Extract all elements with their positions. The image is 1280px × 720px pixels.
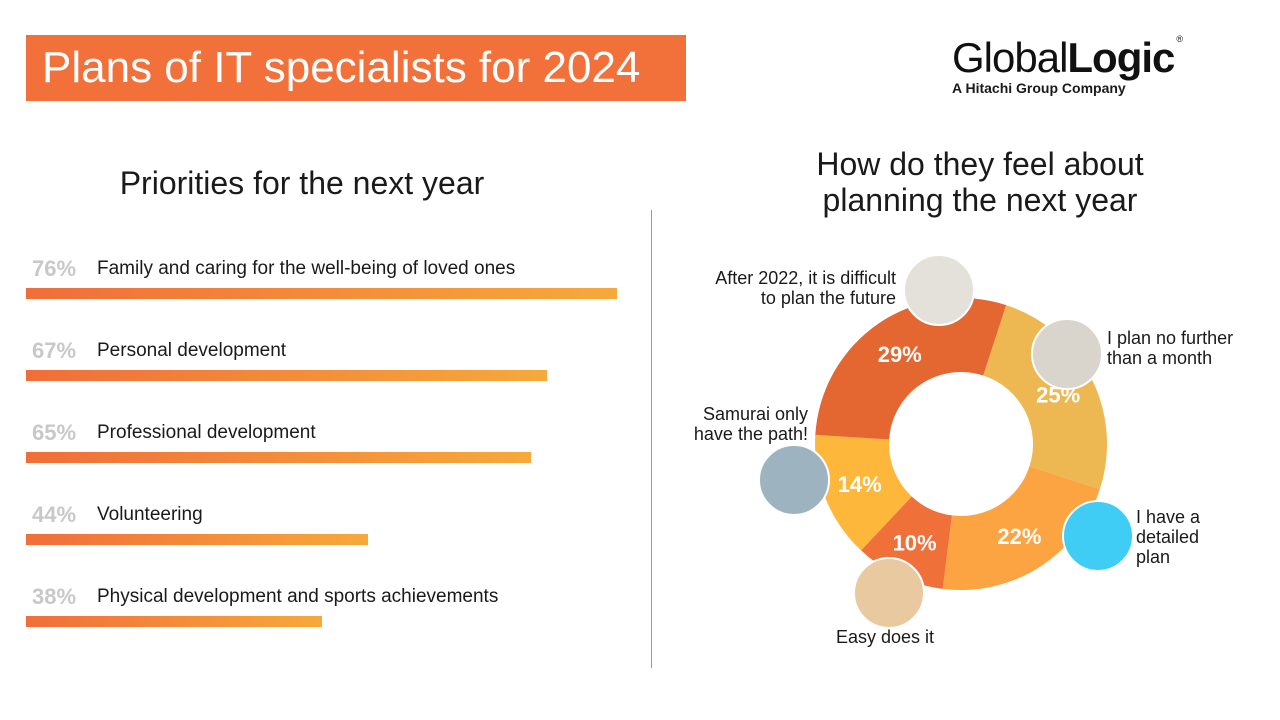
bar-value-label: 44% bbox=[32, 502, 77, 527]
donut-slice bbox=[942, 466, 1100, 590]
caption-line: have the path! bbox=[693, 424, 808, 444]
donut-chart-title: How do they feel about planning the next… bbox=[760, 146, 1200, 218]
donut-title-line: How do they feel about bbox=[816, 146, 1144, 182]
donut-slice-caption: Easy does it bbox=[836, 627, 934, 647]
logo-text-bold: Logic bbox=[1067, 34, 1175, 81]
donut-slice bbox=[983, 305, 1107, 490]
donut-slice-caption: Samurai only have the path! bbox=[684, 404, 808, 444]
slice-photo-icon bbox=[758, 444, 830, 516]
bar bbox=[26, 288, 617, 299]
donut-slice-caption: I have a detailed plan bbox=[1136, 507, 1200, 567]
donut-slice bbox=[814, 434, 912, 551]
caption-line: I have a bbox=[1136, 507, 1201, 527]
bar bbox=[26, 616, 322, 627]
donut-slice-label: 14% bbox=[838, 472, 882, 497]
logo-text-light: Global bbox=[952, 34, 1068, 81]
donut-slice-label: 10% bbox=[893, 531, 937, 556]
donut-slice-caption: I plan no further than a month bbox=[1107, 328, 1233, 368]
logo-subtitle: A Hitachi Group Company bbox=[952, 80, 1126, 96]
bar-category-label: Personal development bbox=[97, 340, 287, 361]
caption-line: than a month bbox=[1107, 348, 1213, 368]
bar-value-label: 76% bbox=[32, 256, 77, 281]
bar-category-label: Volunteering bbox=[97, 504, 203, 525]
caption-line: plan bbox=[1136, 547, 1171, 567]
bar bbox=[26, 534, 369, 545]
caption-line: Samurai only bbox=[702, 404, 808, 424]
slice-photo-icon bbox=[1062, 500, 1134, 572]
donut-title-line: planning the next year bbox=[822, 182, 1138, 218]
slice-photo-icon bbox=[853, 557, 925, 629]
caption-line: detailed bbox=[1136, 527, 1200, 547]
donut-slice bbox=[815, 298, 1007, 440]
bar-category-label: Physical development and sports achievem… bbox=[97, 586, 499, 607]
caption-line: I plan no further bbox=[1107, 328, 1234, 348]
slide-title: Plans of IT specialists for 2024 bbox=[26, 35, 686, 101]
donut-slice-label: 22% bbox=[997, 524, 1041, 549]
caption-line: After 2022, it is difficult bbox=[715, 268, 896, 288]
donut-slice-caption: After 2022, it is difficult to plan the f… bbox=[690, 268, 896, 308]
logo-reg: ® bbox=[1176, 34, 1183, 44]
slice-photo-icon bbox=[903, 254, 975, 326]
slice-photo-icon bbox=[1031, 318, 1103, 390]
bar bbox=[26, 452, 532, 463]
bar bbox=[26, 370, 547, 381]
caption-line: Easy does it bbox=[836, 627, 935, 647]
bar-value-label: 65% bbox=[32, 420, 77, 445]
bar-category-label: Family and caring for the well-being of … bbox=[97, 258, 516, 279]
divider bbox=[651, 210, 652, 668]
bar-category-label: Professional development bbox=[97, 422, 316, 443]
globallogic-logo: GlobalLogic ® A Hitachi Group Company bbox=[952, 34, 1183, 96]
bar-chart-title: Priorities for the next year bbox=[119, 165, 485, 201]
bar-value-label: 38% bbox=[32, 584, 77, 609]
bar-value-label: 67% bbox=[32, 338, 77, 363]
donut-slice-label: 29% bbox=[878, 342, 922, 367]
caption-line: to plan the future bbox=[760, 288, 896, 308]
